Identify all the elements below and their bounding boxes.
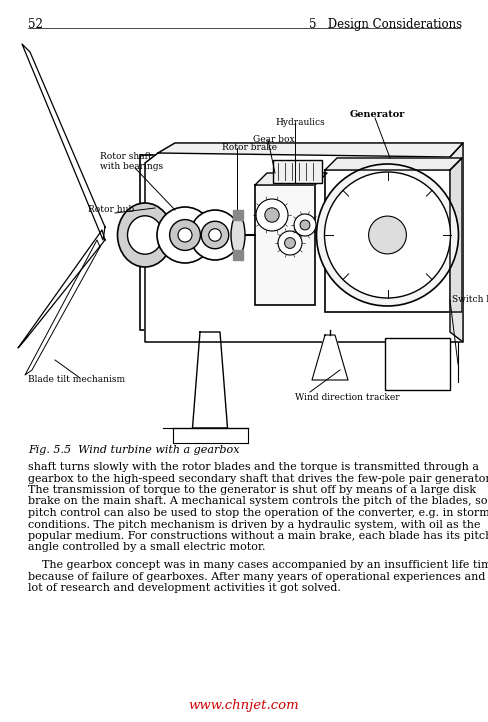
Polygon shape — [233, 250, 243, 260]
Ellipse shape — [127, 216, 163, 254]
Circle shape — [178, 228, 192, 242]
Circle shape — [170, 219, 201, 251]
Text: Rotor shaft
with bearings: Rotor shaft with bearings — [100, 152, 163, 171]
Bar — [325, 170, 450, 312]
Text: Blade tilt mechanism: Blade tilt mechanism — [28, 375, 125, 384]
Text: Generator: Generator — [350, 110, 406, 119]
Text: Gear box: Gear box — [253, 135, 295, 144]
Circle shape — [317, 164, 459, 306]
Polygon shape — [25, 240, 100, 375]
Text: Switch box: Switch box — [452, 295, 488, 305]
Text: www.chnjet.com: www.chnjet.com — [189, 700, 299, 713]
Text: The gearbox concept was in many cases accompanied by an insufficient life time: The gearbox concept was in many cases ac… — [28, 560, 488, 570]
Text: Hydraulics: Hydraulics — [275, 118, 325, 127]
Text: 52: 52 — [28, 18, 43, 31]
Circle shape — [278, 231, 302, 255]
Text: lot of research and development activities it got solved.: lot of research and development activiti… — [28, 583, 341, 593]
Bar — [255, 185, 315, 305]
Text: because of failure of gearboxes. After many years of operational experiences and: because of failure of gearboxes. After m… — [28, 572, 488, 581]
Circle shape — [256, 199, 288, 231]
Text: Wind direction tracker: Wind direction tracker — [295, 393, 400, 402]
Polygon shape — [450, 158, 462, 312]
Polygon shape — [450, 143, 463, 342]
Circle shape — [325, 172, 450, 298]
Polygon shape — [192, 332, 227, 428]
Circle shape — [201, 221, 229, 249]
Polygon shape — [158, 143, 463, 157]
Circle shape — [368, 216, 407, 254]
Ellipse shape — [118, 203, 172, 267]
Text: popular medium. For constructions without a main brake, each blade has its pitch: popular medium. For constructions withou… — [28, 531, 488, 541]
Ellipse shape — [231, 215, 245, 255]
Bar — [385, 338, 450, 390]
Circle shape — [209, 229, 221, 241]
Text: The transmission of torque to the generator is shut off by means of a large disk: The transmission of torque to the genera… — [28, 485, 476, 495]
Text: angle controlled by a small electric motor.: angle controlled by a small electric mot… — [28, 542, 265, 552]
Circle shape — [285, 238, 295, 248]
Text: gearbox to the high-speed secondary shaft that drives the few-pole pair generato: gearbox to the high-speed secondary shaf… — [28, 474, 488, 484]
Text: pitch control can also be used to stop the operation of the converter, e.g. in s: pitch control can also be used to stop t… — [28, 508, 488, 518]
FancyBboxPatch shape — [140, 155, 455, 330]
Bar — [273, 160, 322, 183]
Polygon shape — [255, 173, 327, 185]
Text: Rotor brake: Rotor brake — [222, 143, 277, 152]
Polygon shape — [325, 158, 462, 170]
Polygon shape — [312, 335, 348, 380]
Polygon shape — [233, 210, 243, 220]
Text: shaft turns slowly with the rotor blades and the torque is transmitted through a: shaft turns slowly with the rotor blades… — [28, 462, 479, 472]
Text: Rotor hub: Rotor hub — [88, 205, 134, 214]
Circle shape — [157, 207, 213, 263]
Circle shape — [190, 210, 240, 260]
Circle shape — [300, 220, 310, 230]
Text: 5   Design Considerations: 5 Design Considerations — [309, 18, 462, 31]
Text: Fig. 5.5  Wind turbine with a gearbox: Fig. 5.5 Wind turbine with a gearbox — [28, 445, 240, 455]
Text: brake on the main shaft. A mechanical system controls the pitch of the blades, s: brake on the main shaft. A mechanical sy… — [28, 497, 488, 507]
Text: conditions. The pitch mechanism is driven by a hydraulic system, with oil as the: conditions. The pitch mechanism is drive… — [28, 520, 481, 529]
Circle shape — [265, 208, 279, 222]
Polygon shape — [18, 230, 105, 348]
Polygon shape — [22, 44, 105, 240]
Circle shape — [294, 214, 316, 236]
Polygon shape — [145, 143, 463, 342]
